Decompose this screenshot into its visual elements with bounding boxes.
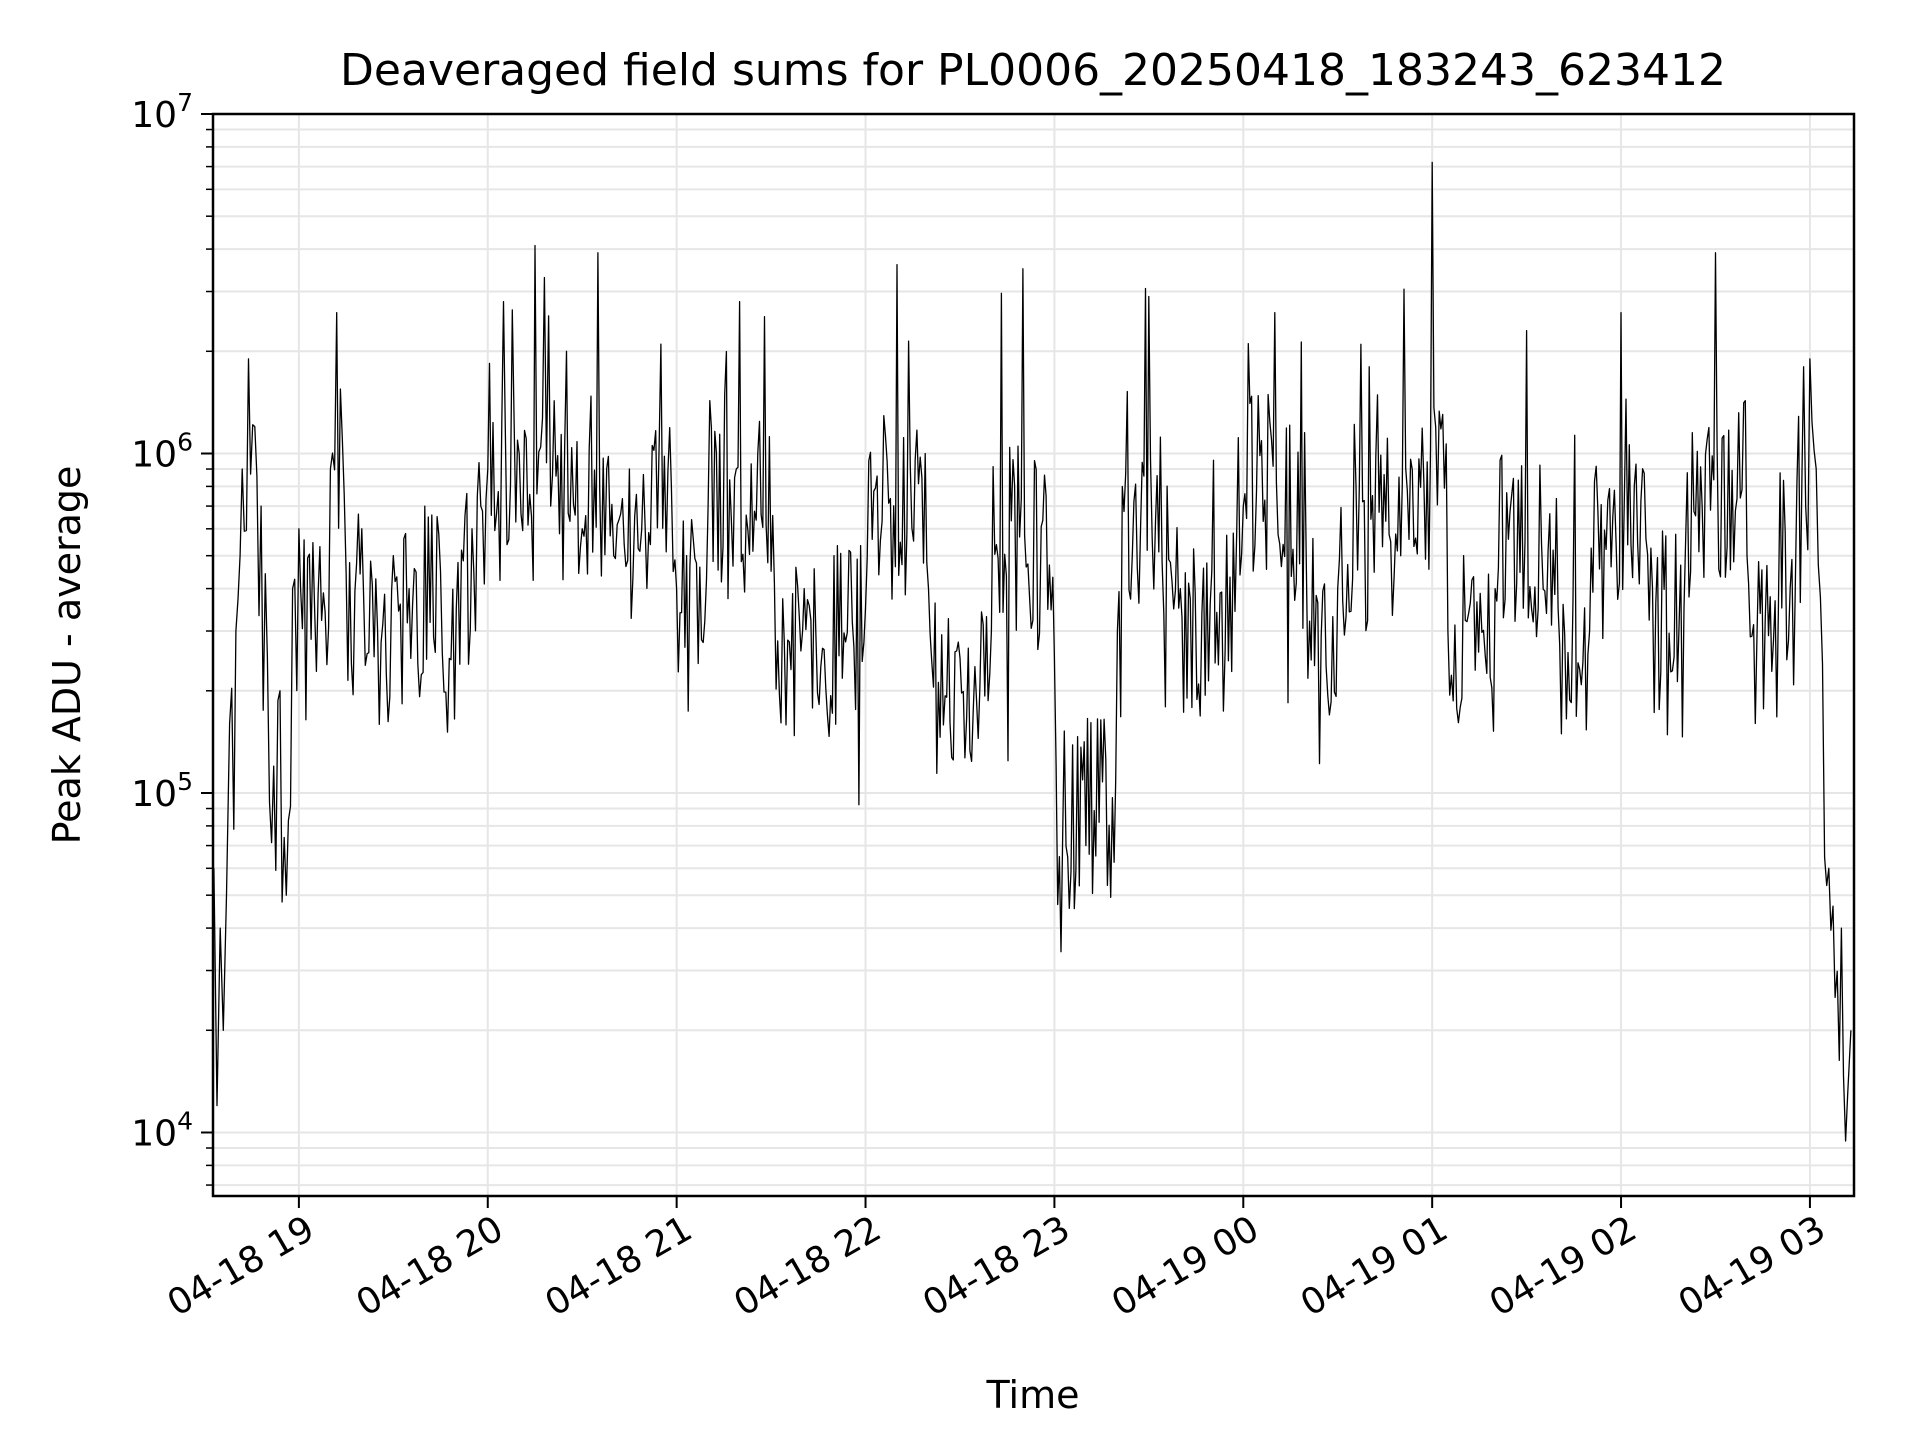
grid-lines (213, 113, 1854, 1196)
plot-frame (211, 112, 1856, 1198)
y-tick-label: 107 (131, 88, 193, 136)
y-tick-label: 104 (131, 1106, 193, 1154)
y-axis-label: Peak ADU - average (45, 466, 89, 845)
y-tick-label: 105 (131, 767, 193, 815)
y-tick-label: 106 (131, 427, 193, 475)
series-line (213, 161, 1852, 1142)
plot-area (213, 161, 1852, 1142)
chart-title: Deaveraged field sums for PL0006_2025041… (340, 45, 1726, 96)
x-axis-label: Time (986, 1373, 1080, 1417)
series-layer (213, 161, 1852, 1142)
